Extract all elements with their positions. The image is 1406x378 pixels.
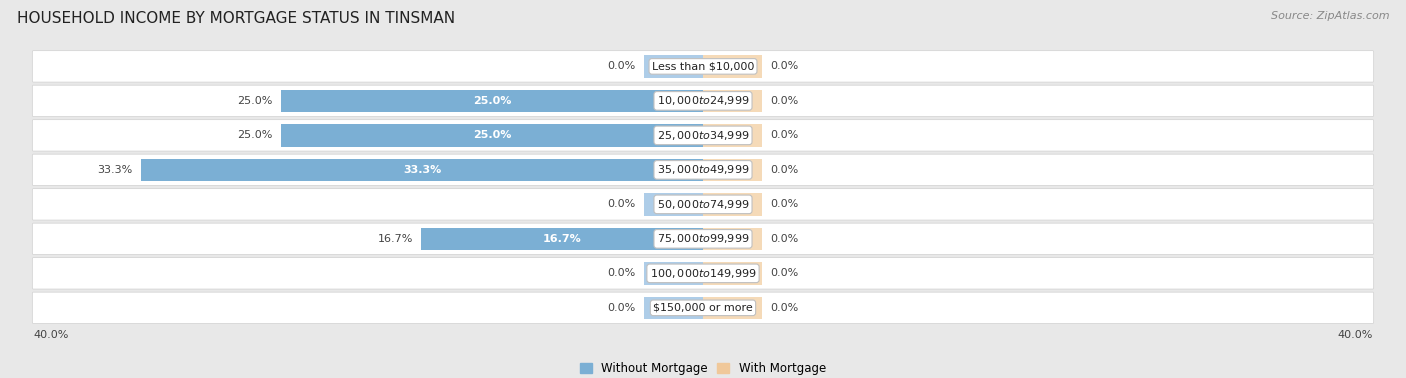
Text: 0.0%: 0.0% bbox=[607, 61, 636, 71]
Text: 0.0%: 0.0% bbox=[770, 199, 799, 209]
Text: 40.0%: 40.0% bbox=[34, 330, 69, 340]
Text: Source: ZipAtlas.com: Source: ZipAtlas.com bbox=[1271, 11, 1389, 21]
Text: $10,000 to $24,999: $10,000 to $24,999 bbox=[657, 94, 749, 107]
Bar bbox=[644, 193, 703, 215]
Text: 16.7%: 16.7% bbox=[543, 234, 582, 244]
Text: $35,000 to $49,999: $35,000 to $49,999 bbox=[657, 163, 749, 177]
Text: 0.0%: 0.0% bbox=[770, 165, 799, 175]
Bar bbox=[644, 297, 703, 319]
Bar bbox=[422, 228, 703, 250]
Text: 0.0%: 0.0% bbox=[607, 199, 636, 209]
FancyBboxPatch shape bbox=[32, 120, 1374, 151]
Text: HOUSEHOLD INCOME BY MORTGAGE STATUS IN TINSMAN: HOUSEHOLD INCOME BY MORTGAGE STATUS IN T… bbox=[17, 11, 456, 26]
Text: $75,000 to $99,999: $75,000 to $99,999 bbox=[657, 232, 749, 245]
Text: 25.0%: 25.0% bbox=[238, 96, 273, 106]
Bar bbox=[703, 159, 762, 181]
Bar bbox=[644, 55, 703, 77]
Text: $150,000 or more: $150,000 or more bbox=[654, 303, 752, 313]
FancyBboxPatch shape bbox=[32, 154, 1374, 186]
FancyBboxPatch shape bbox=[32, 258, 1374, 289]
Text: 0.0%: 0.0% bbox=[770, 303, 799, 313]
Bar bbox=[703, 55, 762, 77]
Text: Less than $10,000: Less than $10,000 bbox=[652, 61, 754, 71]
Bar bbox=[703, 228, 762, 250]
Text: 25.0%: 25.0% bbox=[472, 96, 512, 106]
FancyBboxPatch shape bbox=[32, 223, 1374, 254]
Bar bbox=[141, 159, 703, 181]
Text: $100,000 to $149,999: $100,000 to $149,999 bbox=[650, 267, 756, 280]
Bar bbox=[644, 262, 703, 285]
Bar bbox=[703, 193, 762, 215]
Bar bbox=[703, 297, 762, 319]
Bar bbox=[281, 124, 703, 147]
Text: $25,000 to $34,999: $25,000 to $34,999 bbox=[657, 129, 749, 142]
Text: 0.0%: 0.0% bbox=[607, 268, 636, 278]
FancyBboxPatch shape bbox=[32, 189, 1374, 220]
Text: $50,000 to $74,999: $50,000 to $74,999 bbox=[657, 198, 749, 211]
FancyBboxPatch shape bbox=[32, 85, 1374, 116]
Text: 16.7%: 16.7% bbox=[377, 234, 413, 244]
Bar bbox=[281, 90, 703, 112]
Legend: Without Mortgage, With Mortgage: Without Mortgage, With Mortgage bbox=[575, 358, 831, 378]
Text: 0.0%: 0.0% bbox=[607, 303, 636, 313]
Text: 0.0%: 0.0% bbox=[770, 268, 799, 278]
Text: 0.0%: 0.0% bbox=[770, 96, 799, 106]
Text: 33.3%: 33.3% bbox=[97, 165, 132, 175]
Bar bbox=[703, 124, 762, 147]
Text: 25.0%: 25.0% bbox=[238, 130, 273, 140]
Text: 0.0%: 0.0% bbox=[770, 61, 799, 71]
Bar bbox=[703, 90, 762, 112]
Text: 25.0%: 25.0% bbox=[472, 130, 512, 140]
Bar bbox=[703, 262, 762, 285]
Text: 40.0%: 40.0% bbox=[1337, 330, 1372, 340]
Text: 0.0%: 0.0% bbox=[770, 130, 799, 140]
Text: 0.0%: 0.0% bbox=[770, 234, 799, 244]
Text: 33.3%: 33.3% bbox=[404, 165, 441, 175]
FancyBboxPatch shape bbox=[32, 51, 1374, 82]
FancyBboxPatch shape bbox=[32, 292, 1374, 324]
